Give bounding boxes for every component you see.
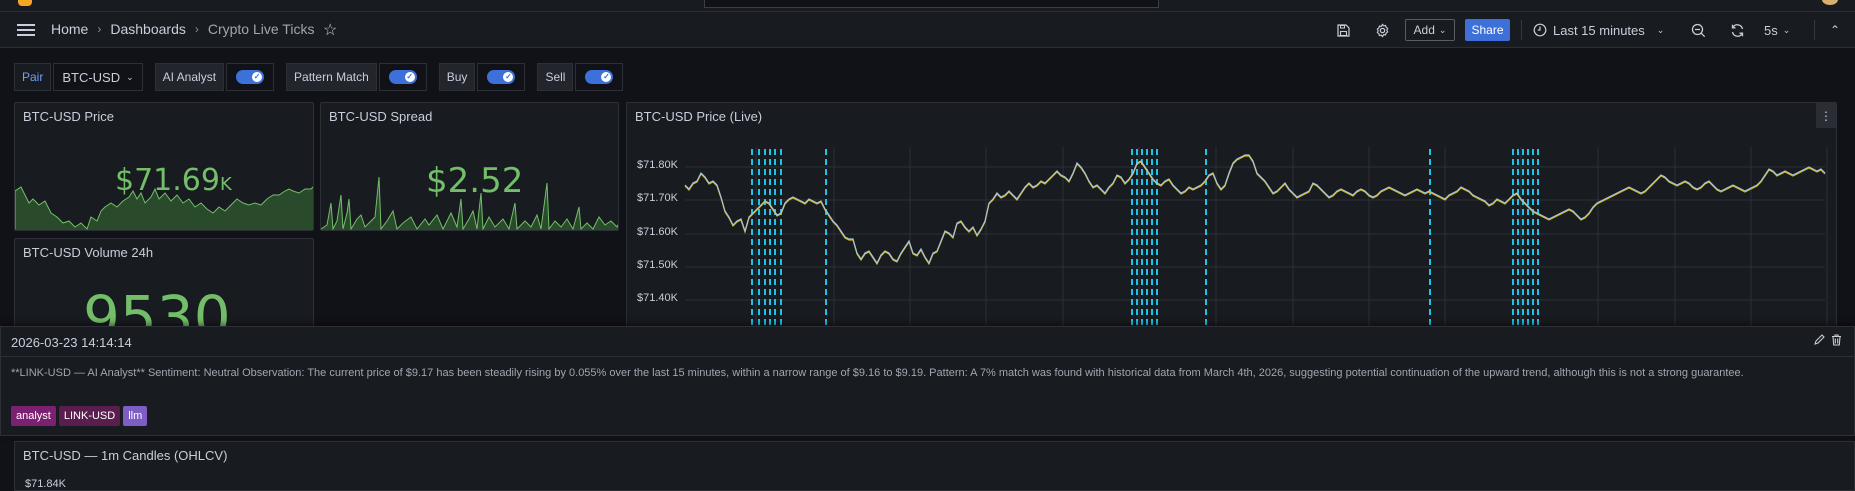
add-button[interactable]: Add ⌄ — [1405, 19, 1455, 41]
chevron-down-icon: ⌄ — [1782, 24, 1791, 35]
pattern-match-label: Pattern Match — [286, 63, 377, 91]
buy-toggle[interactable] — [477, 63, 526, 91]
avatar[interactable] — [1822, 0, 1838, 5]
buy-label: Buy — [438, 63, 476, 91]
trash-icon[interactable] — [1831, 334, 1842, 349]
share-button[interactable]: Share — [1465, 19, 1510, 41]
add-button-label: Add — [1413, 23, 1435, 37]
tag-analyst[interactable]: analyst — [11, 406, 56, 426]
annotation-actions — [1813, 334, 1842, 349]
panel-title: BTC-USD Spread — [329, 109, 433, 124]
pattern-match-toggle[interactable] — [378, 63, 427, 91]
divider — [1521, 20, 1522, 40]
zoom-out-icon[interactable] — [1689, 21, 1707, 39]
chevron-down-icon: ⌄ — [1656, 24, 1665, 35]
chevron-up-icon[interactable]: ⌃ — [1829, 23, 1841, 37]
divider — [1814, 20, 1815, 40]
price-value: $71.69K — [115, 163, 232, 198]
annotation-timestamp: 2026-03-23 14:14:14 — [11, 335, 132, 350]
spread-stat-panel[interactable]: BTC-USD Spread $2.52 — [320, 102, 619, 231]
panel-title: BTC-USD Price (Live) — [635, 109, 763, 124]
price-sparkline — [15, 186, 313, 230]
sell-toggle[interactable] — [575, 63, 624, 91]
save-icon[interactable] — [1334, 21, 1352, 39]
y-tick: $71.40K — [637, 292, 678, 304]
time-range-picker[interactable]: Last 15 minutes ⌄ — [1533, 19, 1664, 41]
price-stat-panel[interactable]: BTC-USD Price $71.69K — [14, 102, 314, 231]
panel-menu-icon[interactable]: ⋮ — [1816, 103, 1836, 128]
clock-icon — [1533, 23, 1547, 37]
panel-title: BTC-USD Volume 24h — [23, 245, 154, 260]
chevron-down-icon: ⌄ — [126, 71, 134, 82]
live-price-panel[interactable]: BTC-USD Price (Live) ⋮ $71.80K $71.70K $… — [626, 102, 1837, 332]
refresh-icon[interactable] — [1728, 21, 1746, 39]
spread-value: $2.52 — [426, 161, 524, 201]
annotation-text: **LINK-USD — AI Analyst** Sentiment: Neu… — [11, 367, 1744, 379]
breadcrumb: Home › Dashboards › Crypto Live Ticks — [51, 21, 314, 37]
search-bar[interactable] — [704, 0, 1159, 8]
spread-sparkline — [321, 176, 618, 230]
tag-llm[interactable]: llm — [123, 406, 148, 426]
pair-select[interactable]: BTC-USD ⌄ — [53, 63, 143, 91]
live-price-chart — [684, 147, 1828, 331]
annotation-header: 2026-03-23 14:14:14 — [1, 327, 1854, 357]
tag-link-usd[interactable]: LINK-USD — [58, 406, 121, 426]
y-tick: $71.50K — [637, 259, 678, 271]
chevron-down-icon: ⌄ — [1438, 24, 1447, 35]
breadcrumb-home[interactable]: Home — [51, 21, 89, 37]
panel-title: BTC-USD — 1m Candles (OHLCV) — [23, 448, 228, 463]
y-tick: $71.60K — [637, 226, 678, 238]
chevron-right-icon: › — [194, 22, 199, 36]
time-range-label: Last 15 minutes — [1553, 22, 1645, 38]
y-tick: $71.70K — [637, 192, 678, 204]
menu-toggle-icon[interactable] — [17, 24, 35, 36]
pair-variable-label: Pair — [14, 63, 52, 91]
y-tick: $71.84K — [25, 478, 66, 490]
annotation-tooltip: 2026-03-23 14:14:14 **LINK-USD — AI Anal… — [0, 326, 1855, 436]
top-strip — [0, 0, 1855, 12]
navbar: Home › Dashboards › Crypto Live Ticks ☆ … — [0, 12, 1855, 48]
breadcrumb-dashboards[interactable]: Dashboards — [110, 21, 186, 37]
star-icon[interactable]: ☆ — [323, 22, 338, 39]
volume-stat-panel[interactable]: BTC-USD Volume 24h 9530 — [14, 238, 314, 338]
gear-icon[interactable] — [1373, 21, 1391, 39]
ai-analyst-label: AI Analyst — [154, 63, 225, 91]
refresh-interval-label: 5s — [1764, 22, 1778, 38]
y-tick: $71.80K — [637, 159, 678, 171]
breadcrumb-current: Crypto Live Ticks — [207, 21, 315, 37]
grafana-logo-icon[interactable] — [18, 0, 32, 6]
annotation-tags: analyst LINK-USD llm — [11, 406, 148, 426]
refresh-interval-picker[interactable]: 5s ⌄ — [1764, 19, 1790, 41]
pencil-icon[interactable] — [1813, 334, 1825, 349]
pair-select-value: BTC-USD — [62, 69, 121, 85]
panel-title: BTC-USD Price — [23, 109, 115, 124]
variables-bar: Pair BTC-USD ⌄ AI Analyst Pattern Match … — [14, 63, 624, 91]
sell-label: Sell — [537, 63, 574, 91]
ai-analyst-toggle[interactable] — [226, 63, 275, 91]
chevron-right-icon: › — [97, 22, 102, 36]
